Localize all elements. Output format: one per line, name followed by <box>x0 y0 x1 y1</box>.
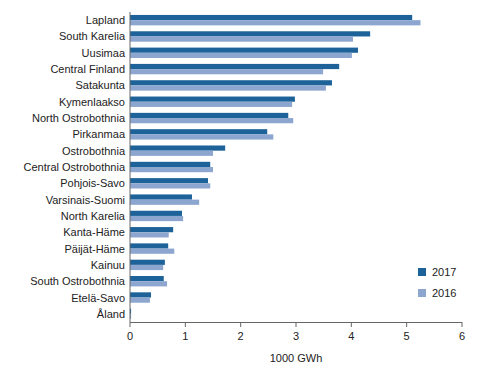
bar <box>130 134 273 139</box>
legend-label: 2016 <box>432 287 456 299</box>
bar <box>130 178 208 183</box>
legend-swatch <box>418 268 426 276</box>
x-axis-label: 1000 GWh <box>270 352 323 364</box>
bar <box>130 265 163 270</box>
chart: Lapland South Karelia Uusimaa Central Finla… <box>0 0 491 378</box>
bar <box>130 97 295 102</box>
bar <box>130 227 173 232</box>
category-label: Etelä-Savo <box>71 292 125 304</box>
bar <box>130 64 339 69</box>
x-tick <box>130 322 131 327</box>
x-tick <box>462 322 463 327</box>
bar <box>130 232 169 237</box>
x-tick <box>351 322 352 327</box>
x-tick-label: 6 <box>459 330 465 342</box>
legend-label: 2017 <box>432 266 456 278</box>
category-label: Kymenlaakso <box>59 96 125 108</box>
x-tick-label: 5 <box>404 330 410 342</box>
bar <box>130 243 168 248</box>
bar <box>130 118 293 123</box>
category-label: Pirkanmaa <box>72 128 125 140</box>
bar <box>130 183 210 188</box>
bar <box>130 36 353 41</box>
category-label: Central Ostrobothnia <box>24 161 126 173</box>
category-label: Kainuu <box>91 259 125 271</box>
bar <box>130 15 412 20</box>
category-label: Central Finland <box>50 63 125 75</box>
bar <box>130 69 323 74</box>
bar <box>130 249 174 254</box>
bar <box>130 276 164 281</box>
x-tick-label: 3 <box>293 330 299 342</box>
bar <box>130 80 332 85</box>
category-label: South Ostrobothnia <box>30 275 126 287</box>
bar <box>130 167 213 172</box>
bar <box>130 211 182 216</box>
category-label: Ostrobothnia <box>62 145 126 157</box>
category-label: Kanta-Häme <box>63 226 125 238</box>
y-axis-line <box>130 12 131 322</box>
bar <box>130 48 358 53</box>
category-label: Pohjois-Savo <box>60 177 125 189</box>
bar <box>130 145 225 150</box>
bar <box>130 85 326 90</box>
category-label: Päijät-Häme <box>64 243 125 255</box>
x-tick <box>185 322 186 327</box>
bar <box>130 129 267 134</box>
bar <box>130 292 151 297</box>
category-label: Uusimaa <box>82 47 126 59</box>
bar <box>130 281 167 286</box>
x-tick <box>406 322 407 327</box>
bars <box>130 15 421 319</box>
category-label: Åland <box>97 308 125 320</box>
x-tick <box>296 322 297 327</box>
bar <box>130 260 165 265</box>
bar <box>130 20 421 25</box>
bar <box>130 216 183 221</box>
bar <box>130 200 199 205</box>
category-label: Lapland <box>86 14 125 26</box>
x-tick-label: 2 <box>238 330 244 342</box>
bar <box>130 113 288 118</box>
bar <box>130 31 370 36</box>
legend-swatch <box>418 289 426 297</box>
category-label: South Karelia <box>59 30 126 42</box>
bar <box>130 194 192 199</box>
x-tick-label: 0 <box>127 330 133 342</box>
bar <box>130 151 213 156</box>
x-tick-label: 4 <box>348 330 354 342</box>
category-label: North Karelia <box>61 210 126 222</box>
category-label: Satakunta <box>75 79 125 91</box>
bar <box>130 162 210 167</box>
x-tick-label: 1 <box>182 330 188 342</box>
bar <box>130 53 352 58</box>
bar <box>130 102 292 107</box>
x-tick <box>240 322 241 327</box>
category-label: North Ostrobothnia <box>32 112 126 124</box>
category-label: Varsinais-Suomi <box>46 194 125 206</box>
bar <box>130 298 150 303</box>
